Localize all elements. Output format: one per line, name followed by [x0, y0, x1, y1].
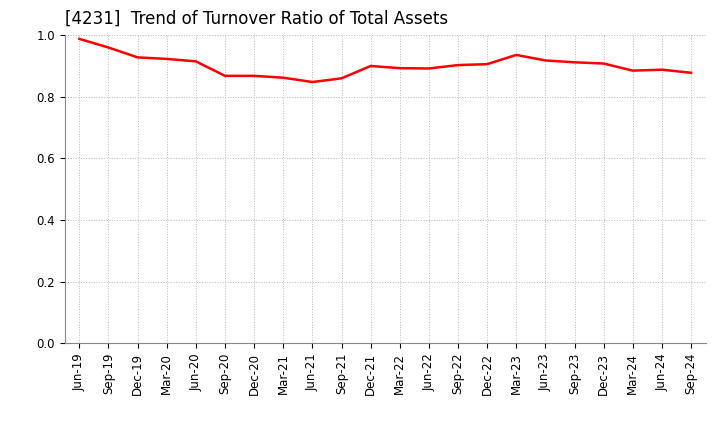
Text: [4231]  Trend of Turnover Ratio of Total Assets: [4231] Trend of Turnover Ratio of Total … — [65, 10, 448, 28]
